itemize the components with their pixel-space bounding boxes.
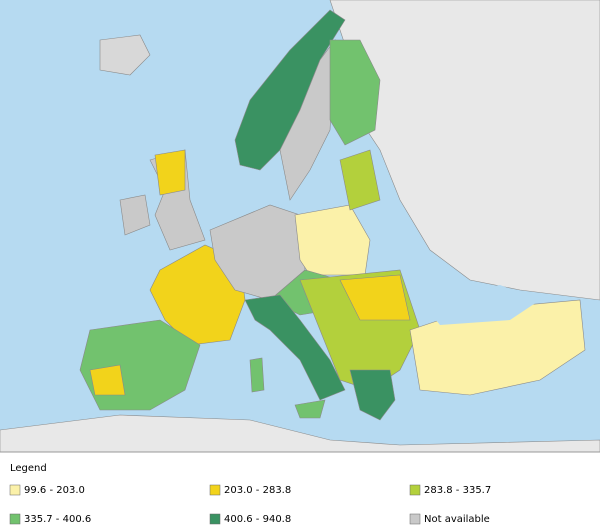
legend-label: 283.8 - 335.7 bbox=[424, 485, 491, 496]
legend-swatch bbox=[409, 513, 421, 525]
legend: 99.6 - 203.0 203.0 - 283.8 283.8 - 335.7 33… bbox=[9, 484, 491, 525]
greece bbox=[349, 369, 396, 421]
legend-swatch bbox=[209, 484, 221, 496]
italy bbox=[244, 294, 346, 401]
legend-swatch bbox=[9, 484, 21, 496]
legend-swatch bbox=[9, 513, 21, 525]
legend-label: 203.0 - 283.8 bbox=[224, 485, 291, 496]
legend-swatch bbox=[209, 513, 221, 525]
sardinia bbox=[249, 357, 265, 393]
iberia-region bbox=[89, 364, 126, 396]
black-sea bbox=[420, 285, 540, 325]
legend-swatch bbox=[409, 484, 421, 496]
regions bbox=[79, 9, 586, 421]
legend-title: Legend bbox=[10, 463, 47, 474]
legend-label: 400.6 - 940.8 bbox=[224, 514, 291, 525]
iceland bbox=[99, 34, 151, 76]
baltics bbox=[339, 149, 381, 211]
romania bbox=[339, 274, 411, 321]
legend-label: Not available bbox=[424, 514, 490, 525]
ireland bbox=[119, 194, 151, 236]
scotland bbox=[154, 149, 186, 196]
africa bbox=[0, 414, 600, 453]
finland bbox=[329, 39, 381, 146]
legend-label: 335.7 - 400.6 bbox=[24, 514, 91, 525]
legend-label: 99.6 - 203.0 bbox=[24, 485, 85, 496]
sicily bbox=[294, 399, 326, 419]
